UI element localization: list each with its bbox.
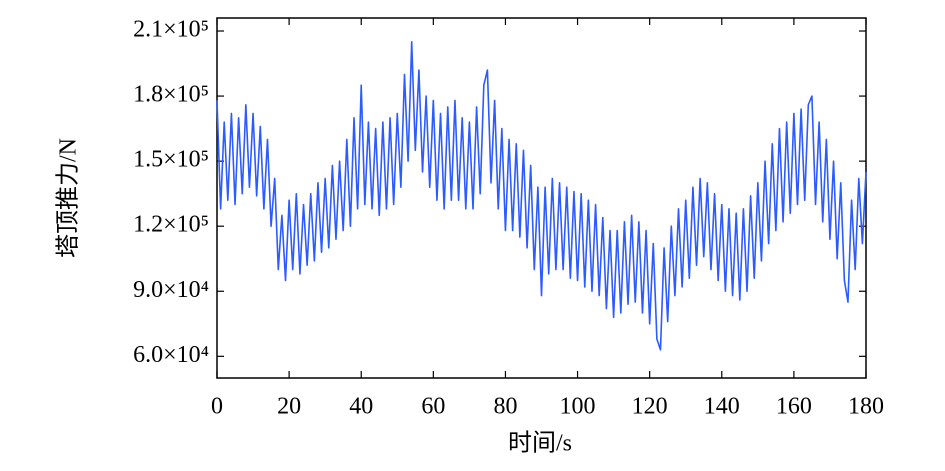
x-tick-label: 20 bbox=[277, 394, 301, 420]
y-tick-label: 1.8×10⁵ bbox=[133, 82, 209, 108]
x-tick-label: 80 bbox=[493, 394, 517, 420]
y-tick-label: 6.0×10⁴ bbox=[133, 342, 209, 368]
data-line bbox=[216, 41, 867, 351]
y-tick-label: 9.0×10⁴ bbox=[133, 277, 209, 303]
x-tick-label: 160 bbox=[776, 394, 812, 420]
x-tick-label: 60 bbox=[421, 394, 445, 420]
x-tick-label: 0 bbox=[211, 394, 223, 420]
x-tick-label: 40 bbox=[349, 394, 373, 420]
y-axis-label: 塔顶推力/N bbox=[55, 138, 82, 258]
y-tick-label: 2.1×10⁵ bbox=[133, 17, 209, 43]
y-tick-label: 1.5×10⁵ bbox=[133, 147, 209, 173]
plot-frame bbox=[216, 17, 867, 379]
x-axis-label: 时间/s bbox=[508, 430, 572, 457]
x-tick-label: 120 bbox=[632, 394, 668, 420]
x-tick-label: 140 bbox=[704, 394, 740, 420]
y-tick-label: 1.2×10⁵ bbox=[133, 212, 209, 238]
x-tick-label: 180 bbox=[848, 394, 884, 420]
x-tick-label: 100 bbox=[560, 394, 596, 420]
